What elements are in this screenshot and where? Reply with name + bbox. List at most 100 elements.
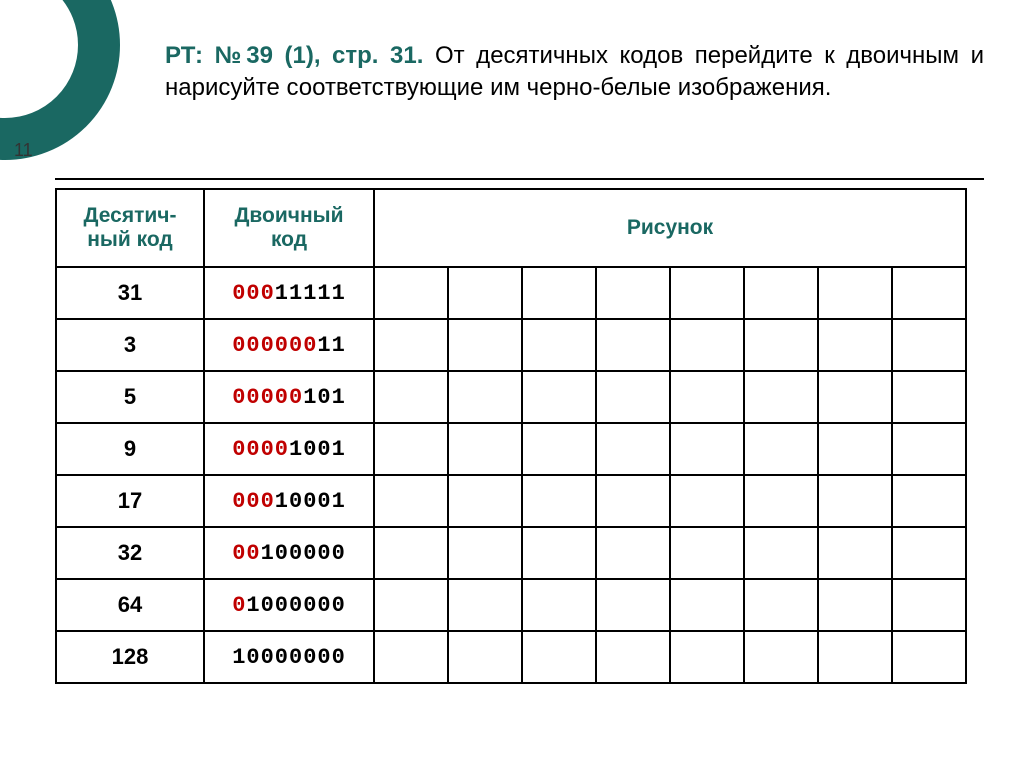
binary-leading-zeros: 0 <box>232 593 246 618</box>
pixel-cell <box>892 527 966 579</box>
binary-significant: 100000 <box>261 541 346 566</box>
decimal-cell: 17 <box>56 475 204 527</box>
pixel-cell <box>448 371 522 423</box>
binary-significant: 1001 <box>289 437 346 462</box>
pixel-cell <box>744 579 818 631</box>
pixel-cell <box>670 319 744 371</box>
pixel-cell <box>670 527 744 579</box>
table-row: 128 10000000 <box>56 631 966 683</box>
task-text: РТ: №39 (1), стр. 31. От десятичных кодо… <box>165 40 984 105</box>
pixel-cell <box>374 371 448 423</box>
pixel-cell <box>522 527 596 579</box>
pixel-cell <box>744 527 818 579</box>
pixel-cell <box>818 371 892 423</box>
pixel-cell <box>448 631 522 683</box>
table-row: 1700010001 <box>56 475 966 527</box>
binary-leading-zeros: 00000 <box>232 385 303 410</box>
binary-significant: 11 <box>317 333 345 358</box>
decimal-cell: 9 <box>56 423 204 475</box>
pixel-cell <box>374 527 448 579</box>
pixel-cell <box>596 631 670 683</box>
pixel-cell <box>522 423 596 475</box>
header-binary: Двоичныйкод <box>204 189 374 267</box>
pixel-cell <box>596 579 670 631</box>
decimal-cell: 32 <box>56 527 204 579</box>
header-picture: Рисунок <box>374 189 966 267</box>
pixel-cell <box>374 631 448 683</box>
table-row: 500000101 <box>56 371 966 423</box>
pixel-cell <box>374 579 448 631</box>
binary-cell: 00010001 <box>204 475 374 527</box>
pixel-cell <box>374 475 448 527</box>
pixel-cell <box>596 319 670 371</box>
decimal-cell: 31 <box>56 267 204 319</box>
binary-cell: 01000000 <box>204 579 374 631</box>
pixel-cell <box>892 579 966 631</box>
pixel-cell <box>522 319 596 371</box>
pixel-cell <box>818 579 892 631</box>
pixel-cell <box>374 423 448 475</box>
decimal-cell: 128 <box>56 631 204 683</box>
table-row: 300000011 <box>56 319 966 371</box>
pixel-cell <box>818 319 892 371</box>
decimal-cell: 5 <box>56 371 204 423</box>
pixel-cell <box>818 475 892 527</box>
binary-cell: 00001001 <box>204 423 374 475</box>
pixel-cell <box>448 579 522 631</box>
binary-leading-zeros: 0000 <box>232 437 289 462</box>
pixel-cell <box>522 579 596 631</box>
pixel-cell <box>744 631 818 683</box>
task-reference: РТ: №39 (1), стр. 31. <box>165 42 423 69</box>
pixel-cell <box>744 423 818 475</box>
pixel-cell <box>892 267 966 319</box>
pixel-cell <box>448 319 522 371</box>
binary-leading-zeros: 00 <box>232 541 260 566</box>
binary-leading-zeros: 000 <box>232 281 275 306</box>
corner-ring-decoration <box>0 0 120 160</box>
pixel-cell <box>892 631 966 683</box>
page-number: 11 <box>14 140 33 161</box>
pixel-cell <box>522 267 596 319</box>
pixel-cell <box>374 267 448 319</box>
binary-cell: 00100000 <box>204 527 374 579</box>
pixel-cell <box>596 527 670 579</box>
pixel-cell <box>744 371 818 423</box>
pixel-cell <box>744 475 818 527</box>
binary-leading-zeros: 000000 <box>232 333 317 358</box>
pixel-cell <box>374 319 448 371</box>
pixel-cell <box>596 475 670 527</box>
decimal-cell: 64 <box>56 579 204 631</box>
table-row: 900001001 <box>56 423 966 475</box>
pixel-cell <box>892 371 966 423</box>
pixel-cell <box>522 475 596 527</box>
table-body: 3100011111300000011500000101900001001170… <box>56 267 966 683</box>
pixel-cell <box>596 371 670 423</box>
pixel-cell <box>448 527 522 579</box>
divider <box>55 178 984 180</box>
pixel-cell <box>448 423 522 475</box>
binary-significant: 101 <box>303 385 346 410</box>
pixel-cell <box>818 527 892 579</box>
pixel-cell <box>448 475 522 527</box>
pixel-cell <box>818 631 892 683</box>
binary-cell: 00000101 <box>204 371 374 423</box>
table-row: 3200100000 <box>56 527 966 579</box>
binary-cell: 00011111 <box>204 267 374 319</box>
table-row: 3100011111 <box>56 267 966 319</box>
pixel-cell <box>522 631 596 683</box>
pixel-cell <box>670 631 744 683</box>
binary-cell: 10000000 <box>204 631 374 683</box>
table-row: 6401000000 <box>56 579 966 631</box>
table-header-row: Десятич-ный код Двоичныйкод Рисунок <box>56 189 966 267</box>
pixel-cell <box>596 267 670 319</box>
binary-significant: 1000000 <box>246 593 345 618</box>
binary-significant: 10001 <box>275 489 346 514</box>
header-decimal: Десятич-ный код <box>56 189 204 267</box>
binary-significant: 10000000 <box>232 645 346 670</box>
pixel-cell <box>670 579 744 631</box>
pixel-cell <box>818 267 892 319</box>
pixel-cell <box>892 319 966 371</box>
pixel-cell <box>744 267 818 319</box>
slide: 11 РТ: №39 (1), стр. 31. От десятичных к… <box>0 0 1024 768</box>
pixel-cell <box>670 267 744 319</box>
